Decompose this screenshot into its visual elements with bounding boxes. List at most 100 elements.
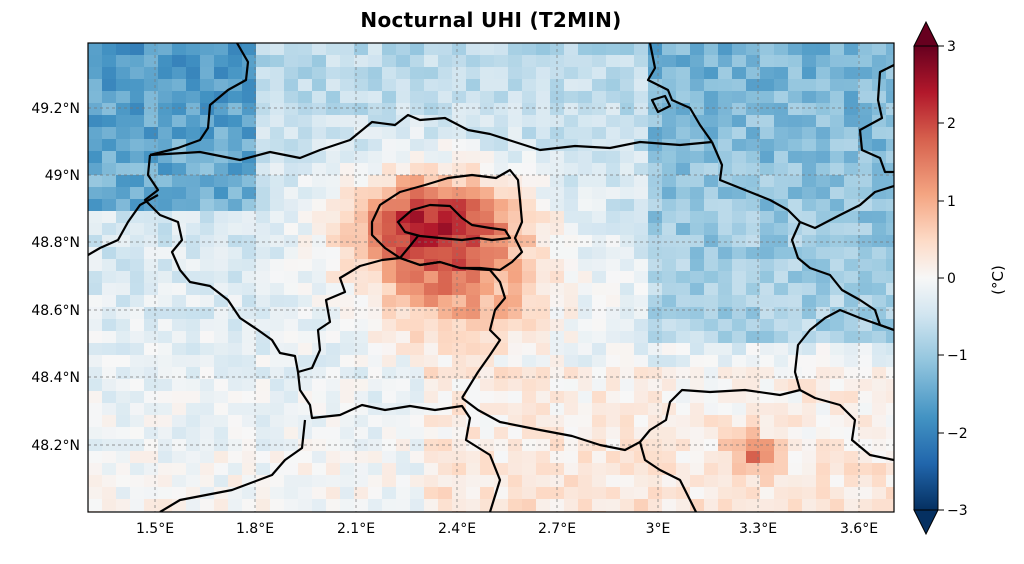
uhi-cell bbox=[158, 55, 173, 68]
uhi-cell bbox=[172, 415, 187, 428]
uhi-cell bbox=[438, 427, 453, 440]
uhi-cell bbox=[634, 475, 649, 488]
uhi-cell bbox=[536, 283, 551, 296]
uhi-cell bbox=[102, 343, 117, 356]
colorbar-tick: −1 bbox=[947, 348, 968, 364]
uhi-cell bbox=[620, 271, 635, 284]
uhi-cell bbox=[676, 463, 691, 476]
uhi-cell bbox=[102, 391, 117, 404]
uhi-cell bbox=[704, 403, 719, 416]
uhi-cell bbox=[88, 187, 103, 200]
uhi-cell bbox=[326, 223, 341, 236]
uhi-cell bbox=[760, 163, 775, 176]
uhi-cell bbox=[508, 319, 523, 332]
uhi-cell bbox=[858, 91, 873, 104]
uhi-cell bbox=[508, 271, 523, 284]
uhi-cell bbox=[410, 67, 425, 80]
uhi-cell bbox=[634, 367, 649, 380]
uhi-cell bbox=[270, 259, 285, 272]
uhi-cell bbox=[732, 343, 747, 356]
uhi-cell bbox=[340, 331, 355, 344]
uhi-cell bbox=[606, 475, 621, 488]
uhi-cell bbox=[340, 79, 355, 92]
uhi-cell bbox=[536, 175, 551, 188]
uhi-cell bbox=[522, 163, 537, 176]
uhi-cell bbox=[634, 391, 649, 404]
uhi-cell bbox=[466, 115, 481, 128]
uhi-cell bbox=[886, 331, 894, 344]
uhi-cell bbox=[242, 415, 257, 428]
uhi-cell bbox=[130, 259, 145, 272]
uhi-cell bbox=[214, 511, 229, 512]
uhi-cell bbox=[368, 235, 383, 248]
uhi-cell bbox=[508, 355, 523, 368]
longitude-ticks: 1.5°E 1.8°E 2.1°E 2.4°E 2.7°E 3°E 3.3°E … bbox=[136, 521, 878, 537]
uhi-cell bbox=[648, 271, 663, 284]
uhi-cell bbox=[410, 139, 425, 152]
uhi-cell bbox=[634, 211, 649, 224]
uhi-cell bbox=[410, 271, 425, 284]
uhi-cell bbox=[746, 163, 761, 176]
uhi-cell bbox=[536, 103, 551, 116]
uhi-cell bbox=[102, 211, 117, 224]
uhi-cell bbox=[886, 307, 894, 320]
uhi-cell bbox=[88, 211, 103, 224]
uhi-cell bbox=[144, 343, 159, 356]
uhi-cell bbox=[102, 103, 117, 116]
uhi-cell bbox=[312, 295, 327, 308]
uhi-cell bbox=[340, 175, 355, 188]
uhi-cell bbox=[172, 187, 187, 200]
uhi-cell bbox=[886, 427, 894, 440]
uhi-cell bbox=[676, 163, 691, 176]
uhi-cell bbox=[158, 235, 173, 248]
uhi-cell bbox=[466, 391, 481, 404]
uhi-cell bbox=[214, 331, 229, 344]
uhi-cell bbox=[172, 367, 187, 380]
uhi-cell bbox=[298, 499, 313, 512]
uhi-cell bbox=[760, 67, 775, 80]
uhi-cell bbox=[284, 271, 299, 284]
uhi-cell bbox=[536, 55, 551, 68]
uhi-cell bbox=[746, 43, 761, 56]
uhi-cell bbox=[340, 43, 355, 56]
uhi-cell bbox=[88, 283, 103, 296]
uhi-cell bbox=[396, 163, 411, 176]
uhi-cell bbox=[494, 403, 509, 416]
uhi-cell bbox=[662, 223, 677, 236]
uhi-cell bbox=[606, 271, 621, 284]
uhi-cell bbox=[564, 403, 579, 416]
uhi-cell bbox=[816, 439, 831, 452]
uhi-cell bbox=[284, 331, 299, 344]
uhi-cell bbox=[578, 175, 593, 188]
uhi-cell bbox=[592, 355, 607, 368]
uhi-cell bbox=[186, 163, 201, 176]
uhi-cell bbox=[690, 43, 705, 56]
uhi-cell bbox=[564, 223, 579, 236]
uhi-cell bbox=[508, 379, 523, 392]
uhi-cell bbox=[102, 367, 117, 380]
uhi-cell bbox=[214, 355, 229, 368]
uhi-cell bbox=[620, 463, 635, 476]
uhi-cell bbox=[88, 199, 103, 212]
uhi-cell bbox=[844, 355, 859, 368]
uhi-cell bbox=[368, 151, 383, 164]
uhi-cell bbox=[802, 367, 817, 380]
uhi-cell bbox=[438, 163, 453, 176]
uhi-cell bbox=[424, 163, 439, 176]
uhi-cell bbox=[480, 91, 495, 104]
uhi-cell bbox=[130, 199, 145, 212]
uhi-cell bbox=[830, 235, 845, 248]
uhi-cell bbox=[298, 175, 313, 188]
uhi-cell bbox=[228, 259, 243, 272]
uhi-cell bbox=[284, 379, 299, 392]
uhi-cell bbox=[494, 211, 509, 224]
uhi-cell bbox=[102, 187, 117, 200]
uhi-cell bbox=[830, 259, 845, 272]
uhi-cell bbox=[718, 415, 733, 428]
uhi-cell bbox=[214, 235, 229, 248]
uhi-cell bbox=[200, 199, 215, 212]
uhi-cell bbox=[676, 319, 691, 332]
uhi-cell bbox=[690, 199, 705, 212]
uhi-cell bbox=[718, 475, 733, 488]
uhi-cell bbox=[382, 487, 397, 500]
